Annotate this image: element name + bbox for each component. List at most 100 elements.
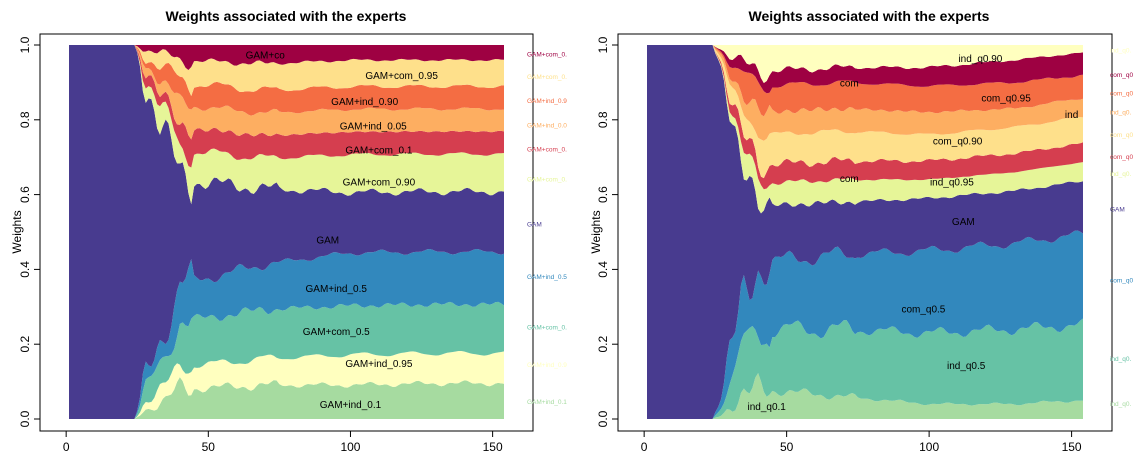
series-label: GAM (952, 217, 975, 228)
series-area-gam-ind-0-5 (69, 249, 504, 419)
series-label: GAM+ind_0.95 (345, 359, 412, 370)
series-area-gam-ind-0-05 (69, 45, 504, 140)
series-label: ind_q0.95 (930, 178, 974, 189)
x-tick-label: 50 (780, 440, 794, 454)
y-tick-label: 0.2 (596, 336, 610, 353)
right-series-label: GAM+ind_0.0 (527, 122, 567, 129)
right-labels: ind_q0.com_q0com_q0ind_q0.com_q0com_q0in… (1110, 48, 1134, 408)
series-label: ind (1065, 110, 1078, 121)
right-series-label: com_q0 (1110, 72, 1134, 79)
x-tick-label: 0 (63, 440, 70, 454)
y-tick-label: 0.2 (18, 336, 32, 353)
series-label: GAM+com_0.1 (345, 146, 412, 157)
series-area-ind-q0-95 (647, 45, 1083, 214)
y-tick-label: 0.4 (596, 261, 610, 278)
right-series-label: com_q0 (1110, 154, 1134, 161)
y-tick-label: 0.8 (596, 111, 610, 128)
inline-labels: GAM+ind_0.1 GAM+ind_0.95 GAM+com_0.5 GAM+in… (246, 50, 439, 411)
right-series-label: GAM+ind_0.9 (527, 98, 567, 105)
y-tick-label: 1.0 (18, 36, 32, 53)
x-tick-label: 100 (919, 440, 939, 454)
series-area-com (647, 45, 1083, 190)
x-axis: 0 50 100 150 (63, 430, 503, 454)
y-tick-label: 0.6 (18, 186, 32, 203)
series-area-gam-com-0-5 (69, 301, 504, 419)
stacked-areas (647, 45, 1083, 419)
right-series-label: ind_q0. (1110, 109, 1132, 116)
y-tick-label: 1.0 (596, 36, 610, 53)
right-series-label: GAM+ind_0.9 (527, 362, 567, 369)
chart-right: Weights associated with the experts Weig… (589, 8, 1134, 454)
series-label: com (840, 78, 859, 89)
chart-title: Weights associated with the experts (749, 8, 990, 24)
right-series-label: GAM (527, 222, 542, 229)
series-label: ind_q0.1 (747, 402, 786, 413)
right-series-label: com_q0 (1110, 278, 1134, 285)
series-label: GAM+com_0.5 (303, 327, 370, 338)
series-label: GAM+ind_0.5 (306, 284, 368, 295)
series-area-ind-q0-90 (647, 45, 1083, 83)
y-axis-label: Weights (10, 210, 24, 253)
right-series-label: GAM+ind_0.1 (527, 399, 567, 406)
y-axis: 0.0 0.2 0.4 0.6 0.8 1.0 (18, 36, 40, 427)
y-axis-label: Weights (589, 210, 603, 253)
series-area-gam-com-0-90 (69, 45, 504, 205)
right-labels: GAM+com_0. GAM+com_0. GAM+ind_0.9 GAM+ind_0… (527, 51, 567, 406)
right-series-label: GAM+ind_0.5 (527, 274, 567, 281)
series-area-com-q0-95 (647, 45, 1083, 117)
right-series-label: ind_q0. (1110, 48, 1132, 55)
right-series-label: com_q0 (1110, 91, 1134, 98)
series-area-gam-ind-0-1 (69, 377, 504, 419)
right-series-label: GAM+com_0. (527, 324, 567, 331)
series-label: com_q0.5 (901, 305, 945, 316)
series-label: ind_q0.90 (958, 54, 1002, 65)
series-label: com_q0.90 (933, 136, 983, 147)
series-area-ind (647, 45, 1083, 141)
y-tick-label: 0.8 (18, 111, 32, 128)
series-area-gam-com-0-95 (69, 45, 504, 97)
right-series-label: com_q0 (1110, 132, 1134, 139)
right-series-label: GAM+com_0. (527, 51, 567, 58)
series-label: ind_q0.5 (947, 361, 986, 372)
series-label: GAM+com_0.90 (343, 178, 416, 189)
series-area-ind-q0-5 (647, 318, 1083, 419)
series-area-gam-com-0-05 (69, 45, 504, 70)
right-series-label: GAM+com_0. (527, 177, 567, 184)
series-area-com (647, 45, 1083, 94)
y-axis: 0.0 0.2 0.4 0.6 0.8 1.0 (596, 36, 618, 427)
right-series-label: GAM (1110, 207, 1125, 214)
series-label: GAM (316, 235, 339, 246)
series-area-com-q0-5 (647, 230, 1083, 419)
right-series-label: ind_q0. (1110, 171, 1132, 178)
x-axis: 0 50 100 150 (641, 430, 1082, 454)
inline-labels: ind_q0.1 ind_q0.5 com_q0.5 GAM ind_q0.95 com c… (747, 54, 1078, 413)
y-tick-label: 0.0 (18, 410, 32, 427)
series-label: GAM+co (246, 50, 286, 61)
series-label: GAM+ind_0.90 (331, 97, 398, 108)
x-tick-label: 100 (340, 440, 360, 454)
right-series-label: ind_q0. (1110, 401, 1132, 408)
series-area-gam-ind-0-90 (69, 45, 504, 116)
right-series-label: GAM+com_0. (527, 147, 567, 154)
x-tick-label: 50 (202, 440, 216, 454)
series-label: com (840, 174, 859, 185)
series-label: GAM+ind_0.1 (320, 400, 382, 411)
series-label: GAM+com_0.95 (365, 71, 438, 82)
y-tick-label: 0.6 (596, 186, 610, 203)
chart-title: Weights associated with the experts (166, 8, 407, 24)
stacked-areas (69, 45, 504, 419)
series-label: GAM+ind_0.05 (340, 121, 407, 132)
series-area-com-q0-90 (647, 45, 1083, 179)
x-tick-label: 0 (641, 440, 648, 454)
x-tick-label: 150 (483, 440, 503, 454)
series-area-gam (647, 45, 1083, 419)
series-area-gam-ind-0-95 (69, 350, 504, 419)
series-area-gam (69, 45, 504, 419)
series-label: com_q0.95 (981, 93, 1031, 104)
y-tick-label: 0.4 (18, 261, 32, 278)
series-area-ind-q0-1 (647, 372, 1083, 419)
right-series-label: ind_q0. (1110, 356, 1132, 363)
y-tick-label: 0.0 (596, 410, 610, 427)
x-tick-label: 150 (1062, 440, 1082, 454)
